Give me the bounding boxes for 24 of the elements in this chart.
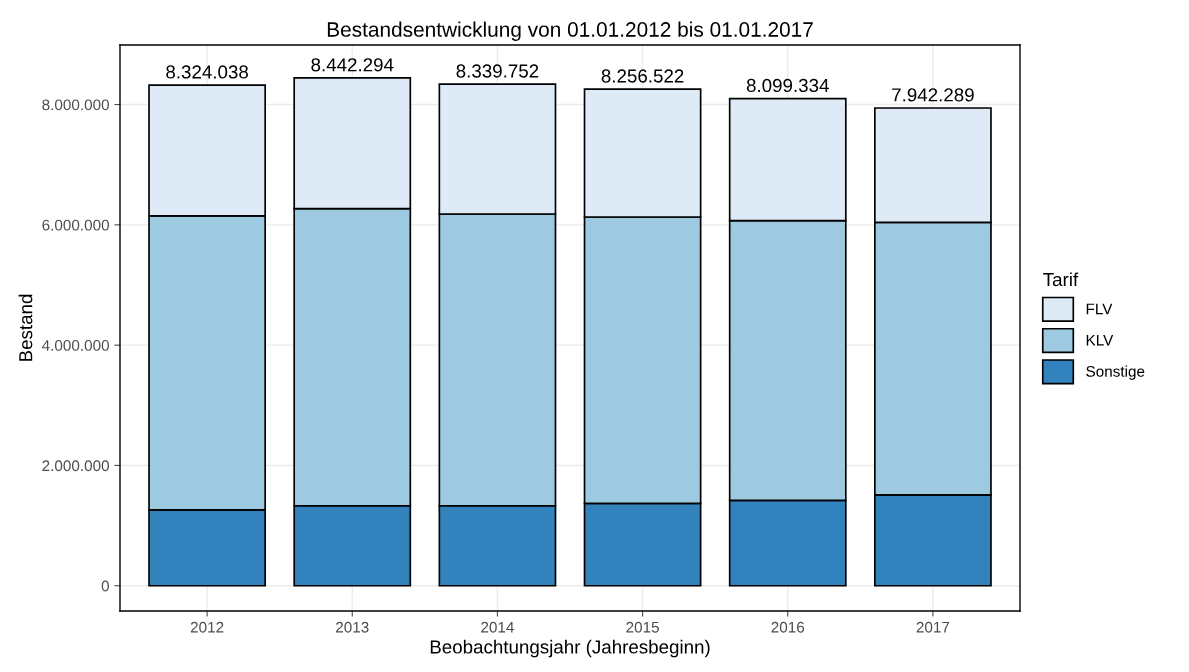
x-tick-label: 2012 [190,621,224,633]
total-label: 8.442.294 [311,58,394,72]
y-tick-label: 2.000.000 [42,460,109,472]
total-label: 7.942.289 [892,88,974,102]
x-tick-label: 2013 [336,621,369,633]
y-tick-label: 0 [101,580,109,592]
total-label: 8.324.038 [166,65,248,79]
legend-label: FLV [1086,303,1113,315]
x-axis-title: Beobachtungsjahr (Jahresbeginn) [430,639,710,658]
total-label: 8.339.752 [456,64,539,78]
x-tick-label: 2015 [626,621,659,633]
legend-label: KLV [1086,334,1114,346]
y-tick-label: 8.000.000 [42,99,109,111]
x-tick-label: 2016 [771,621,805,633]
total-label: 8.099.334 [746,78,829,93]
chart-title: Bestandsentwicklung von 01.01.2012 bis 01.01.2017 [327,21,813,41]
y-tick-label: 4.000.000 [41,340,109,351]
legend-title: Tarif [1043,272,1079,287]
x-tick-label: 2014 [481,621,514,633]
y-tick-label: 6.000.000 [42,219,109,231]
y-axis-title: Bestand [18,294,33,361]
x-tick-label: 2017 [916,621,950,633]
total-label: 8.256.522 [601,69,684,83]
legend-label: Sonstige [1086,365,1145,380]
